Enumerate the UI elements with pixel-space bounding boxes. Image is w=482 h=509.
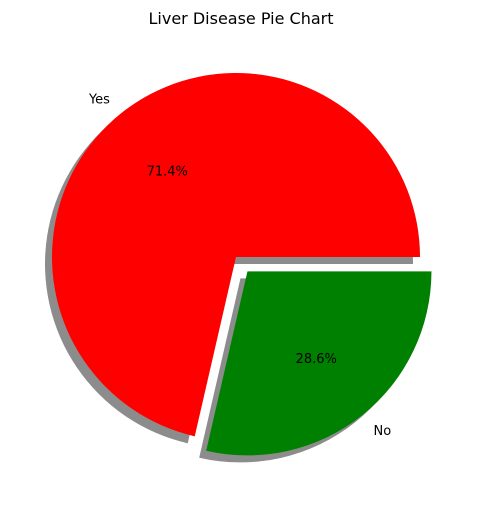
- slice-label-yes: Yes: [88, 93, 110, 108]
- pie-slice-no: [206, 271, 432, 456]
- slice-label-no: No: [374, 424, 392, 439]
- text-layer: Yes 71.4% No 28.6%: [88, 93, 391, 439]
- slice-layer: [52, 73, 432, 456]
- pie-slice-yes: [52, 73, 421, 437]
- slice-percent-label-no: 28.6%: [296, 352, 337, 367]
- slice-percent-label-yes: 71.4%: [147, 165, 188, 180]
- chart-title: Liver Disease Pie Chart: [149, 9, 334, 28]
